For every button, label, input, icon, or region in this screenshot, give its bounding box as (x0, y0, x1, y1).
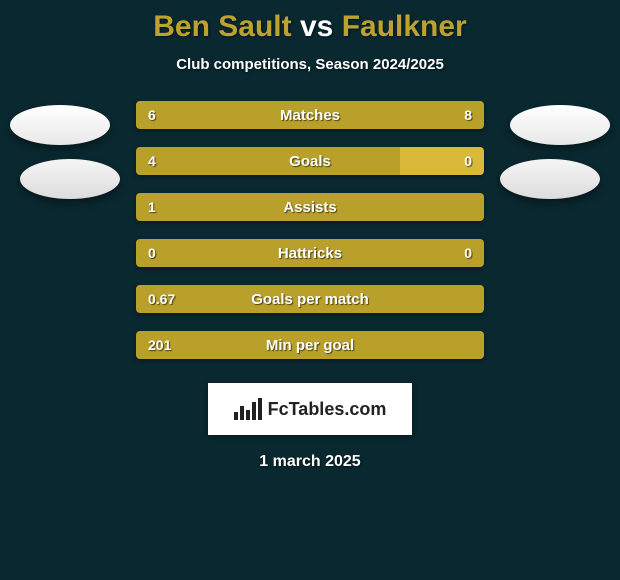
stat-bar-left (136, 331, 484, 359)
player2-avatar (510, 105, 610, 145)
stat-bar-right (275, 101, 484, 129)
stat-row: 68Matches (136, 101, 484, 129)
stat-bar-left (136, 239, 484, 267)
stat-bar-left (136, 147, 400, 175)
logo-text: FcTables.com (268, 399, 387, 420)
date: 1 march 2025 (0, 453, 620, 471)
vs-text: vs (300, 10, 333, 43)
player2-avatar-secondary (500, 159, 600, 199)
stat-row: 0.67Goals per match (136, 285, 484, 313)
player2-name: Faulkner (342, 10, 467, 43)
stat-bar-left (136, 193, 484, 221)
stat-row: 201Min per goal (136, 331, 484, 359)
stat-row: 1Assists (136, 193, 484, 221)
player1-avatar (10, 105, 110, 145)
player1-avatar-secondary (20, 159, 120, 199)
stat-bar-left (136, 101, 275, 129)
bar-chart-icon (234, 398, 262, 420)
stat-row: 00Hattricks (136, 239, 484, 267)
player1-name: Ben Sault (153, 10, 291, 43)
subtitle: Club competitions, Season 2024/2025 (0, 56, 620, 73)
stat-row: 40Goals (136, 147, 484, 175)
stat-bar-left (136, 285, 484, 313)
fctables-logo[interactable]: FcTables.com (208, 383, 412, 435)
comparison-title: Ben Sault vs Faulkner (0, 0, 620, 44)
stat-bar-right (400, 147, 484, 175)
comparison-chart: 68Matches 40Goals 1Assists 00Hattricks 0.67G… (0, 101, 620, 371)
stat-bars: 68Matches 40Goals 1Assists 00Hattricks 0.67G… (136, 101, 484, 377)
